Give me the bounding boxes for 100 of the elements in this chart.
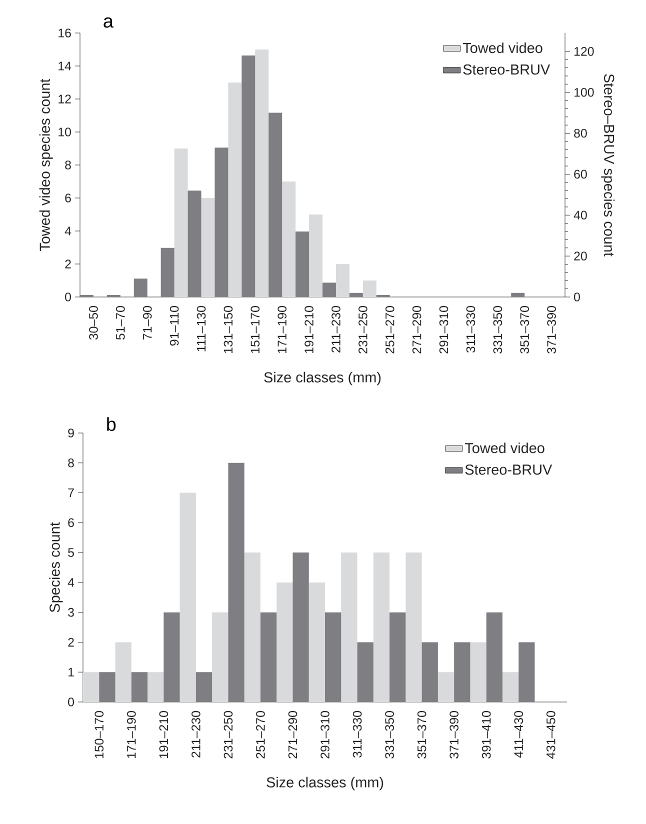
bar [131,672,148,702]
bar [276,582,293,702]
bar [454,642,470,702]
bar [438,672,454,702]
bar [341,552,358,702]
y-axis-title: Towed video species count [39,78,53,251]
x-tick-label: 291–310 [439,306,448,354]
x-tick-label: 351–370 [520,306,529,354]
y2-tick-label: 60 [574,170,587,179]
y-tick-label: 2 [65,260,71,268]
y-tick-label: 14 [58,62,72,70]
x-tick-label: 171–190 [278,306,286,354]
y2-tick-label: 120 [574,47,594,56]
bar [390,612,406,702]
y-tick-label: 0 [68,698,74,706]
x-tick-label: 311–330 [352,711,362,758]
y-tick-label: 12 [58,94,71,104]
bar [196,672,212,702]
y2-tick-label: 100 [574,88,594,97]
x-tick-label: 211–230 [192,711,200,758]
x-axis-title: Size classes (mm) [266,776,384,790]
y-tick-label: 3 [68,608,74,617]
y-tick-label: 8 [65,160,71,170]
bar [511,292,525,297]
y-tick-label: 4 [68,578,74,587]
bar [422,642,438,702]
bar [292,552,309,702]
bar [325,612,342,702]
bar [349,292,363,297]
x-tick-label: 411–430 [514,711,524,758]
x-tick-label: 191–210 [304,306,314,354]
y-tick-label: 6 [68,518,74,528]
x-tick-label: 431–450 [546,711,556,759]
x-tick-label: 291–310 [320,711,330,758]
x-tick-label: 150–170 [94,711,104,758]
x-tick-label: 331–350 [493,306,502,354]
x-tick-label: 151–170 [250,306,260,354]
y-tick-label: 5 [68,548,74,557]
bar [83,672,100,702]
x-tick-label: 391–410 [482,711,491,759]
x-tick-label: 91–110 [170,306,179,346]
bar [486,612,502,702]
bar [228,462,244,702]
legend-label: Stereo-BRUV [465,464,552,475]
bar [362,280,376,297]
bar [148,672,164,702]
y2-tick-label: 80 [574,128,587,138]
y-tick-label: 0 [65,292,71,302]
bar [244,552,260,702]
y-tick-label: 8 [68,458,74,468]
bar [260,612,277,702]
bar [406,552,422,702]
x-tick-label: 331–350 [385,711,394,759]
x-tick-label: 371–390 [547,306,556,354]
y-tick-label: 10 [58,128,71,136]
x-tick-label: 231–250 [358,306,368,354]
x-tick-label: 211–230 [332,306,340,352]
x-axis-title: Size classes (mm) [264,372,381,386]
x-tick-label: 171–190 [127,711,136,758]
bar [308,582,326,702]
y-axis-title: Species count [49,522,63,612]
y-tick-label: 1 [68,668,74,676]
x-tick-label: 131–150 [224,306,233,354]
bar [373,552,390,702]
y-tick-label: 4 [64,226,72,236]
bar [180,492,196,702]
bar [470,642,486,702]
legend-label: Towed video [462,42,542,54]
x-tick-label: 51–70 [116,306,125,340]
x-tick-label: 311–330 [466,306,476,353]
y2-tick-label: 40 [574,210,587,220]
y-tick-label: 7 [68,488,74,498]
x-tick-label: 251–270 [385,306,394,354]
bar [336,264,350,297]
chart-title: a [104,17,114,28]
x-tick-label: 231–250 [224,711,233,758]
y-tick-label: 16 [58,28,71,38]
legend-label: Stereo-BRUV [463,64,550,75]
x-tick-label: 191–210 [159,711,168,758]
x-tick-label: 251–270 [256,711,265,758]
y2-tick-label: 0 [574,292,580,302]
x-tick-label: 30–50 [89,306,98,340]
x-tick-label: 371–390 [450,711,458,759]
x-tick-label: 271–290 [288,711,298,758]
y-tick-label: 6 [65,194,71,202]
x-tick-label: 111–130 [196,306,206,352]
bar [518,642,535,702]
bar [502,672,519,702]
bar [164,612,180,702]
bar [212,612,228,702]
y2-tick-label: 20 [574,252,587,260]
bar [99,672,116,702]
legend-label: Towed video [464,442,544,454]
y2-axis-title: Stereo–BRUV species count [601,74,615,256]
y-tick-label: 2 [68,638,74,647]
bar [357,642,374,702]
x-tick-label: 351–370 [417,711,426,759]
x-tick-label: 71–90 [142,306,152,340]
bar [115,642,132,702]
y-tick-label: 9 [68,428,74,438]
